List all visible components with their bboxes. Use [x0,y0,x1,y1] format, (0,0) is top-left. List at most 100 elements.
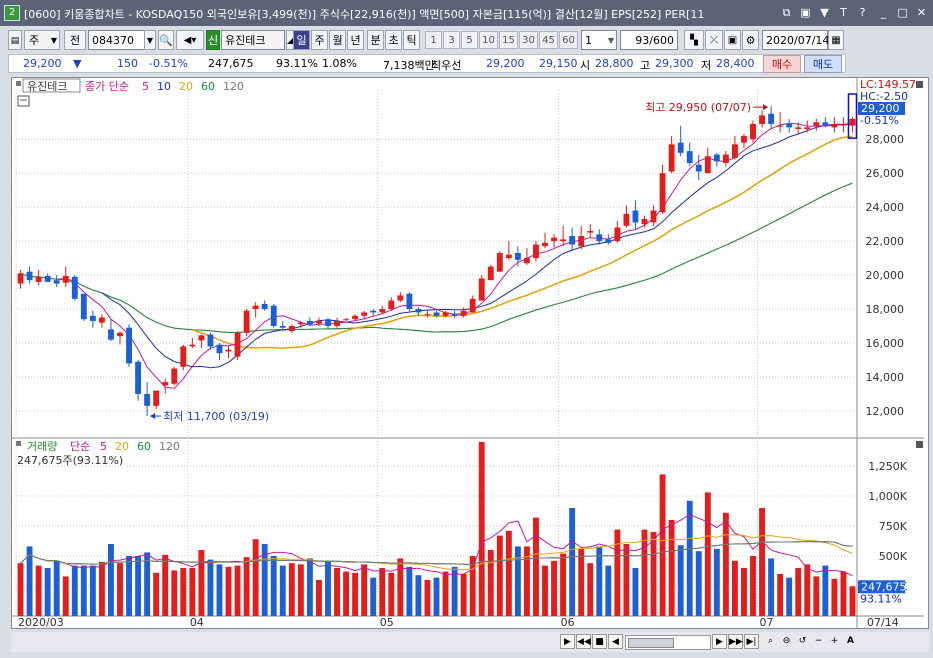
autoscale-icon[interactable]: A [847,636,854,646]
tab-week[interactable]: 주 [311,30,328,50]
interval-1[interactable]: 1 [425,31,442,49]
lc-label: LC:149.57 [860,78,916,91]
tab-second[interactable]: 초 [385,30,402,50]
volume-bar [741,568,747,616]
tab-tick[interactable]: 틱 [403,30,420,50]
candle-body [831,123,838,128]
interval-45[interactable]: 45 [539,31,558,49]
period-select[interactable]: 주 ▼ [24,30,60,50]
maximize-icon[interactable]: □ [897,6,908,19]
zoom-out-icon[interactable]: ⊖ [782,636,791,646]
interval-5[interactable]: 5 [461,31,478,49]
tab-month[interactable]: 월 [329,30,346,50]
volume-bar [777,574,784,616]
candle-body [722,154,729,164]
crosshair-icon[interactable]: ▚ [684,30,704,50]
low-price: 28,400 [716,57,755,70]
tab-year[interactable]: 년 [347,30,364,50]
candle-body [171,368,178,384]
candle-body [243,310,250,333]
price-legend-ma5: 5 [142,80,149,93]
price-tick-label: 20,000 [866,269,905,282]
screenshot-icon[interactable]: ▣ [800,6,811,19]
volume-bar [297,564,304,616]
help-icon[interactable]: ? [859,6,866,19]
volume-bar [668,520,675,616]
price-ma20-line [192,135,853,350]
volume-bar [334,568,340,616]
minimize-icon[interactable]: _ [880,6,887,19]
pin-icon[interactable]: ▼ [820,6,829,19]
volume-bar [343,571,350,616]
volume-bar [605,565,612,616]
period-select-value: 주 [29,34,40,47]
scroll-track[interactable] [625,635,711,650]
speaker-icon[interactable]: ◀▾ [176,30,204,50]
candle-body [795,127,802,130]
candle-body [478,278,485,301]
stop-icon[interactable]: ■ [592,634,607,649]
volume-bar [433,577,440,616]
candle-body [668,144,675,172]
interval-60[interactable]: 60 [559,31,578,49]
candle-body [777,125,784,127]
high-price: 29,300 [655,57,694,70]
chart-toolbar: ▤ 주 ▼ 전 084370 ▼ 🔍 ◀▾ 신 유진테크 ◢ 일 주 월 년 분 … [8,30,928,52]
gear-icon[interactable]: ⚙ [742,30,759,50]
buy-button[interactable]: 매수 [763,55,801,73]
scroll-thumb[interactable] [628,638,674,648]
fast-forward-icon[interactable]: ▶▶ [728,634,743,649]
candle-body [686,151,693,164]
date-input[interactable]: 2020/07/14 [762,30,829,50]
tab-minute[interactable]: 분 [367,30,384,50]
candle-body [44,275,51,282]
zoom-in-plus-icon[interactable]: + [830,636,839,646]
interval-15[interactable]: 15 [499,31,518,49]
interval-10[interactable]: 10 [479,31,498,49]
price-volume-chart[interactable]: 12,000 14,000 16,000 18,000 20,000 22,000 24,0… [12,78,928,628]
zoom-out-minus-icon[interactable]: − [814,636,823,646]
sell-button[interactable]: 매도 [804,55,842,73]
calendar-icon[interactable]: ▦ [828,30,844,50]
count-select[interactable]: 1 ▼ [581,30,617,50]
volume-bar [505,530,512,616]
candle-body [306,320,313,325]
link-icon[interactable]: ⧉ [782,6,791,19]
volume-bar [451,566,458,616]
interval-3[interactable]: 3 [443,31,460,49]
chart-scrollbar[interactable]: ▶ ◀◀ ■ ◀ ▶ ▶▶ ▶| ⌕ ⊖ ↺ − + A [11,632,929,652]
toolbar-grip-icon[interactable]: ▤ [8,30,22,50]
chevron-down-icon: ▼ [50,36,57,45]
font-icon[interactable]: T [840,6,847,19]
code-dropdown-icon[interactable]: ▼ [144,30,156,50]
reset-icon[interactable]: ↺ [798,636,807,646]
end-icon[interactable]: ▶| [744,634,759,649]
price-tick-label: 28,000 [866,133,905,146]
stock-code-input[interactable]: 084370 [88,30,145,50]
date-tick-label: 06 [561,616,575,628]
prev-button[interactable]: 전 [64,30,86,50]
line-draw-icon[interactable]: ⤫ [705,30,723,50]
volume-bar [487,550,494,616]
fast-rewind-icon[interactable]: ◀◀ [576,634,591,649]
interval-30[interactable]: 30 [519,31,538,49]
candle-body [80,293,87,320]
last-volume-tag-text: 247,675 [861,580,907,593]
price-tick-label: 26,000 [866,167,905,180]
volume-panel-close-icon [916,441,923,448]
volume-legend-marker-icon [16,441,21,446]
data-count-field[interactable]: 93/600 [620,30,678,50]
high-label: 고 [640,59,651,72]
tab-day[interactable]: 일 [293,30,310,50]
step-forward-icon[interactable]: ▶ [712,634,727,649]
step-back-icon[interactable]: ◀ [608,634,623,649]
candle-body [334,320,340,327]
save-icon[interactable]: ▣ [724,30,741,50]
close-icon[interactable]: ✕ [916,6,927,19]
volume-legend-sub: 247,675주(93.11%) [17,454,123,467]
play-icon[interactable]: ▶ [560,634,575,649]
search-icon[interactable]: 🔍 [158,30,174,50]
search-icon[interactable]: ⌕ [767,636,774,646]
volume-bar [496,535,503,616]
chart-area[interactable]: 12,000 14,000 16,000 18,000 20,000 22,000 24,0… [11,77,929,629]
